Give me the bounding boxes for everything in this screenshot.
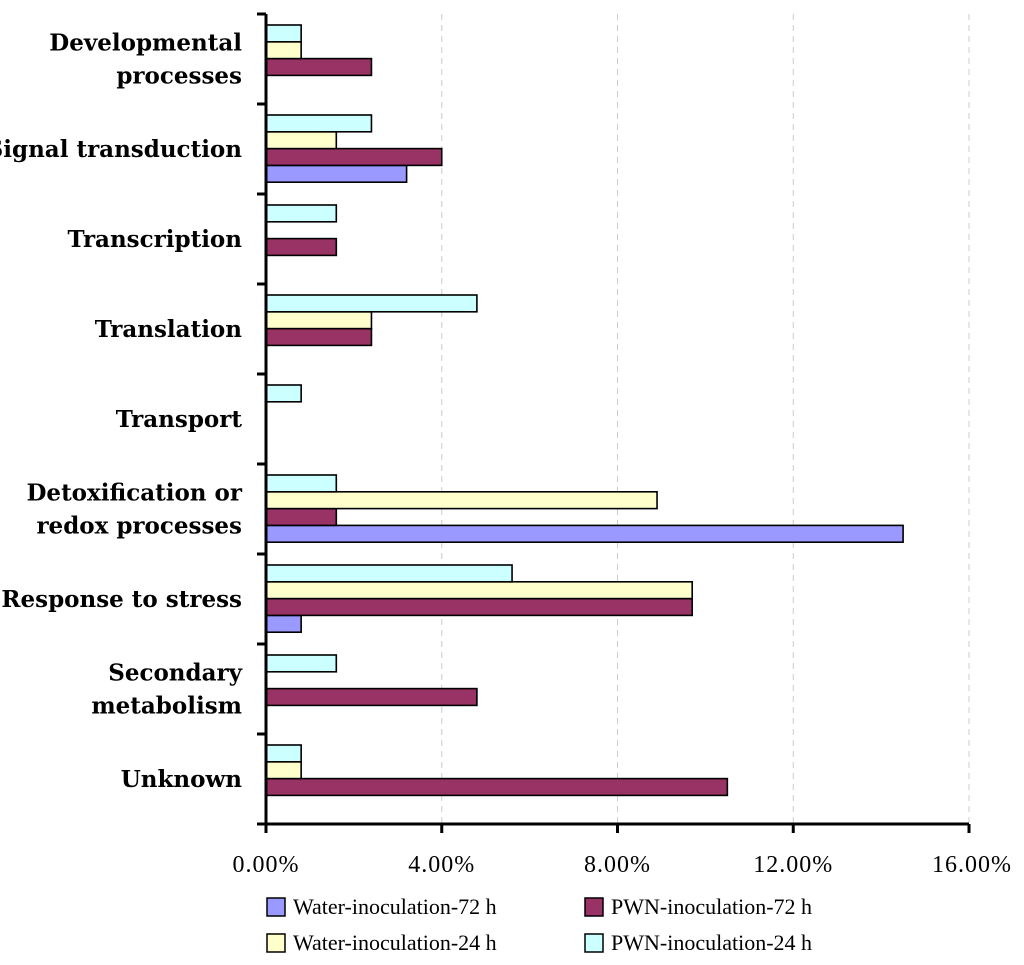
bar-s1-c6 — [265, 597, 693, 617]
bar-s2-c0 — [265, 40, 302, 60]
bar-s3-c3 — [265, 294, 478, 313]
bar-s2-c1 — [265, 131, 338, 150]
legend-swatch-3 — [584, 933, 604, 953]
bar-s2-c8 — [265, 760, 302, 780]
bar-s0-c6 — [265, 614, 302, 634]
category-label-8-0: Unknown — [121, 766, 243, 793]
bar-s3-c4 — [265, 384, 302, 403]
bar-s1-c8 — [265, 777, 729, 797]
bar-s3-c8 — [265, 744, 302, 763]
bar-s0-c1 — [265, 164, 408, 183]
bar-s3-c6 — [265, 564, 513, 583]
category-label-5-0: Detoxification or — [26, 480, 242, 507]
bar-s3-c5 — [265, 474, 338, 493]
bar-s1-c0 — [265, 57, 373, 77]
bar-s3-c2 — [265, 204, 338, 223]
legend-label-1: PWN-inoculation-72 h — [611, 894, 812, 919]
category-label-7-1: metabolism — [91, 693, 242, 720]
axes — [257, 12, 971, 833]
legend-swatch-1 — [584, 897, 604, 917]
gridlines — [441, 14, 970, 824]
x-tick-label-4: 16.00% — [932, 852, 1012, 878]
x-tick-label-0: 0.00% — [233, 852, 300, 878]
category-label-5-1: redox processes — [36, 513, 242, 540]
bar-s3-c1 — [265, 114, 373, 133]
x-tick-label-1: 4.00% — [408, 852, 475, 878]
bar-s1-c7 — [265, 687, 478, 707]
category-label-2-0: Transcription — [68, 226, 243, 253]
bar-s1-c2 — [265, 237, 338, 257]
category-label-0-0: Developmental — [49, 30, 242, 57]
labels: 0.00% 4.00% 8.00% 12.00% 16.00% Developmental… — [0, 30, 1012, 879]
bar-s1-c3 — [265, 327, 373, 347]
bar-s2-c3 — [265, 310, 373, 330]
category-label-0-1: processes — [116, 63, 242, 90]
category-label-7-0: Secondary — [108, 660, 242, 687]
category-label-6-0: Response to stress — [1, 586, 242, 613]
bar-s3-c7 — [265, 654, 338, 673]
bar-s1-c1 — [265, 147, 443, 167]
bar-s2-c5 — [265, 490, 658, 510]
x-tick-label-3: 12.00% — [753, 852, 833, 878]
bar-s1-c5 — [265, 507, 338, 527]
legend-label-0: Water-inoculation-72 h — [293, 894, 497, 919]
bar-s3-c0 — [265, 24, 302, 43]
category-label-3-0: Translation — [95, 316, 242, 343]
legend-label-3: PWN-inoculation-24 h — [611, 930, 812, 955]
bar-s0-c5 — [265, 524, 904, 544]
category-label-1-0: Signal transduction — [0, 136, 242, 163]
legend-label-2: Water-inoculation-24 h — [293, 930, 497, 955]
bar-s2-c6 — [265, 580, 693, 600]
legend: Water-inoculation-72 h PWN-inoculation-72… — [266, 894, 812, 955]
x-tick-label-2: 8.00% — [584, 852, 651, 878]
bars — [265, 24, 904, 797]
legend-swatch-0 — [266, 897, 286, 917]
category-label-4-0: Transport — [116, 406, 243, 433]
legend-swatch-2 — [266, 933, 286, 953]
